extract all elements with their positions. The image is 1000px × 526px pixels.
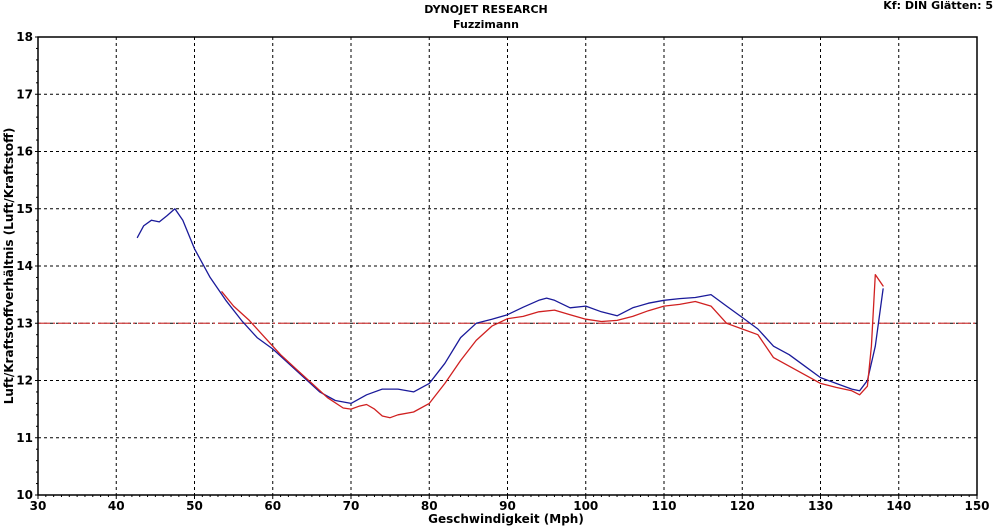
x-tick-label: 50 (186, 499, 203, 513)
y-tick-label: 13 (16, 316, 33, 330)
y-tick-label: 17 (16, 87, 33, 101)
y-tick-label: 15 (16, 202, 33, 216)
y-tick-label: 16 (16, 145, 33, 159)
y-tick-label: 10 (16, 488, 33, 502)
x-tick-label: 110 (651, 499, 676, 513)
x-tick-label: 90 (499, 499, 516, 513)
x-tick-label: 120 (730, 499, 755, 513)
y-axis: 10 11 12 13 14 15 16 17 18 (16, 30, 38, 502)
x-axis: 30 40 50 60 70 80 90 100 110 120 130 140 150 (30, 495, 990, 513)
series-line-2 (221, 273, 884, 419)
x-tick-label: 60 (264, 499, 281, 513)
grid (38, 37, 977, 495)
x-tick-label: 30 (30, 499, 47, 513)
x-tick-label: 100 (573, 499, 598, 513)
y-tick-label: 11 (16, 431, 33, 445)
y-tick-label: 14 (16, 259, 33, 273)
header-info: Kf: DIN Glätten: 5 (883, 0, 993, 12)
x-tick-label: 140 (886, 499, 911, 513)
x-tick-label: 150 (964, 499, 989, 513)
chart-title: DYNOJET RESEARCH (424, 3, 547, 16)
chart-subtitle: Fuzzimann (453, 18, 519, 31)
series-line-1 (136, 208, 884, 405)
series-group (136, 208, 884, 419)
x-tick-label: 130 (808, 499, 833, 513)
y-tick-label: 18 (16, 30, 33, 44)
y-tick-label: 12 (16, 374, 33, 388)
y-axis-label: Luft/Kraftstoffverhältnis (Luft/Kraftsto… (2, 128, 16, 405)
x-tick-label: 80 (421, 499, 438, 513)
x-tick-label: 40 (108, 499, 125, 513)
x-axis-label: Geschwindigkeit (Mph) (428, 512, 584, 526)
x-tick-label: 70 (343, 499, 360, 513)
